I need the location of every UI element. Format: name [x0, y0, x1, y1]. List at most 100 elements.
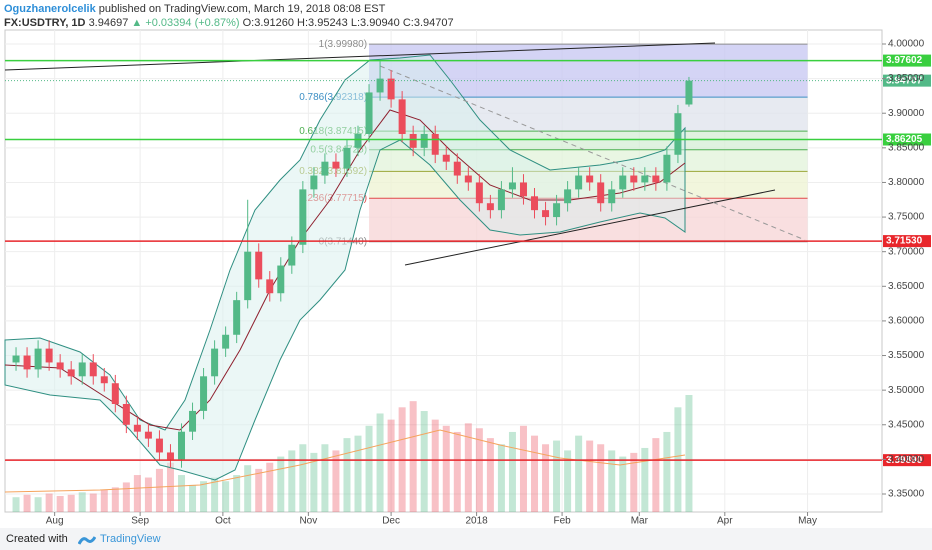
ohlc-close: C:3.94707 — [402, 17, 454, 29]
level-price-box — [883, 454, 931, 467]
candle-body — [398, 99, 406, 134]
x-tick-label: Mar — [631, 516, 649, 527]
last-price: 3.94697 — [88, 17, 129, 29]
volume-bar — [277, 456, 285, 512]
candle-body — [23, 355, 31, 370]
volume-bar — [354, 435, 362, 512]
volume-bar — [23, 494, 31, 512]
y-tick-label: 3.65000 — [888, 281, 925, 292]
volume-bar — [45, 493, 53, 512]
volume-bar — [100, 489, 108, 512]
candle-body — [266, 279, 274, 294]
candle-body — [531, 196, 539, 211]
volume-bar — [321, 444, 329, 512]
candle-body — [222, 334, 230, 349]
brand[interactable]: TradingView — [100, 533, 161, 545]
volume-bar — [553, 440, 561, 512]
candle-body — [630, 175, 638, 183]
fib-label: 1(3.99980) — [319, 39, 367, 50]
volume-bar — [409, 401, 417, 512]
candle-body — [166, 452, 174, 460]
volume-bar — [144, 477, 152, 512]
volume-ma — [4, 429, 686, 493]
volume-bar — [166, 462, 174, 512]
volume-bar — [233, 475, 241, 512]
candle-body — [553, 203, 561, 218]
level-price-label: 3.97602 — [886, 55, 923, 66]
candle-body — [475, 182, 483, 204]
candle-body — [255, 251, 263, 280]
x-tick-label: Sep — [131, 516, 149, 527]
volume-bar — [133, 475, 141, 512]
candle-body — [641, 175, 649, 183]
volume-bar — [464, 423, 472, 512]
trend-line-dashed — [379, 65, 806, 241]
candle-body — [178, 431, 186, 460]
candle-body — [122, 403, 130, 425]
candle-body — [608, 189, 616, 204]
candle-body — [211, 348, 219, 377]
candle-body — [321, 161, 329, 176]
header-line-2: FX:USDTRY, 1D 3.94697 ▲ +0.03394 (+0.87%… — [4, 16, 454, 30]
volume-bar — [299, 444, 307, 512]
candle-body — [310, 175, 318, 190]
level-price-box — [883, 235, 931, 248]
candle-body — [564, 189, 572, 204]
candle-body — [376, 78, 384, 93]
volume-bar — [189, 484, 197, 512]
candle-body — [409, 133, 417, 148]
ohlc-high: H:3.95243 — [297, 17, 348, 29]
candle-body — [597, 182, 605, 204]
x-tick-label: Feb — [553, 516, 571, 527]
candle-body — [133, 424, 141, 432]
candle-body — [45, 348, 53, 363]
volume-bar — [608, 450, 616, 512]
candle-body — [155, 438, 163, 453]
volume-bar — [486, 438, 494, 512]
level-price-label: 3.71530 — [886, 236, 923, 247]
volume-bar — [508, 431, 516, 512]
candle-body — [111, 383, 119, 404]
candle-body — [442, 154, 450, 162]
volume-bar — [34, 497, 42, 512]
candle-body — [34, 348, 42, 370]
x-tick-label: 2018 — [465, 516, 488, 527]
candle-body — [332, 161, 340, 169]
trend-line — [4, 42, 716, 71]
volume-bar — [332, 450, 340, 512]
y-tick-label: 3.60000 — [888, 316, 925, 327]
y-tick-label: 3.70000 — [888, 246, 925, 257]
volume-bar — [652, 438, 660, 512]
volume-bar — [111, 487, 119, 512]
volume-bar — [663, 431, 671, 512]
volume-bar — [453, 431, 461, 512]
volume-bar — [531, 435, 539, 512]
candle-body — [431, 133, 439, 155]
candles — [12, 61, 693, 468]
x-tick-label: Apr — [717, 516, 733, 527]
header: Oguzhanerolcelik published on TradingVie… — [4, 2, 454, 30]
candle-body — [652, 175, 660, 183]
author[interactable]: Oguzhanerolcelik — [4, 3, 96, 15]
x-tick-label: Oct — [215, 516, 231, 527]
volume-bar — [89, 493, 97, 512]
y-tick-label: 4.00000 — [888, 39, 925, 50]
header-line-1: Oguzhanerolcelik published on TradingVie… — [4, 2, 454, 16]
y-tick-label: 3.95000 — [888, 73, 925, 84]
candle-body — [619, 175, 627, 190]
y-tick-label: 3.50000 — [888, 385, 925, 396]
volume-bar — [56, 495, 64, 512]
candle-body — [453, 161, 461, 176]
x-tick-label: Nov — [299, 516, 317, 527]
volume-bar — [376, 413, 384, 512]
candle-body — [277, 265, 285, 294]
volume-bar — [519, 425, 527, 512]
volume-bar — [685, 395, 693, 512]
candle-body — [56, 362, 64, 370]
bollinger-basis — [4, 109, 686, 431]
x-tick-label: Aug — [46, 516, 64, 527]
candle-body — [100, 376, 108, 384]
y-tick-label: 3.45000 — [888, 419, 925, 430]
logo — [78, 536, 96, 545]
